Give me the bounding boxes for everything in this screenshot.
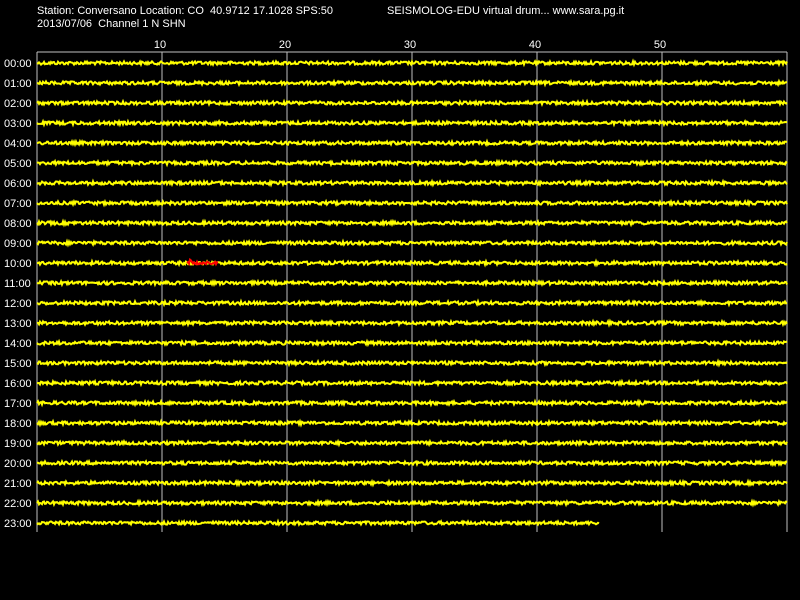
hour-row-label: 13:00 bbox=[4, 318, 32, 330]
seismic-trace bbox=[36, 318, 788, 328]
seismic-trace bbox=[36, 258, 788, 268]
seismic-trace bbox=[36, 298, 788, 308]
hour-row-label: 22:00 bbox=[4, 498, 32, 510]
app-title: SEISMOLOG-EDU virtual drum... www.sara.p… bbox=[387, 5, 625, 17]
seismic-trace bbox=[36, 198, 788, 208]
hour-row-label: 03:00 bbox=[4, 118, 32, 130]
seismic-trace bbox=[36, 458, 788, 468]
hour-row-label: 02:00 bbox=[4, 98, 32, 110]
minute-tick-label: 40 bbox=[529, 39, 541, 51]
hour-row-label: 04:00 bbox=[4, 138, 32, 150]
hour-row-label: 19:00 bbox=[4, 438, 32, 450]
seismic-trace bbox=[36, 378, 788, 388]
seismic-trace bbox=[36, 478, 788, 488]
seismic-trace bbox=[36, 398, 788, 408]
seismic-trace bbox=[36, 358, 788, 368]
minute-tick-label: 30 bbox=[404, 39, 416, 51]
seismic-trace bbox=[36, 138, 788, 148]
seismic-trace bbox=[36, 118, 788, 128]
hour-row-label: 05:00 bbox=[4, 158, 32, 170]
hour-row-label: 20:00 bbox=[4, 458, 32, 470]
hour-row-label: 16:00 bbox=[4, 378, 32, 390]
hour-row-label: 11:00 bbox=[4, 278, 31, 290]
hour-row-label: 01:00 bbox=[4, 78, 32, 90]
hour-row-label: 09:00 bbox=[4, 238, 32, 250]
seismic-trace bbox=[36, 78, 788, 88]
seismic-trace bbox=[36, 178, 788, 188]
hour-row-label: 10:00 bbox=[4, 258, 32, 270]
seismic-trace bbox=[36, 238, 788, 248]
hour-row-label: 18:00 bbox=[4, 418, 32, 430]
seismic-trace bbox=[36, 278, 788, 288]
seismic-trace bbox=[36, 518, 600, 528]
seismic-trace bbox=[36, 158, 788, 168]
hour-row-label: 08:00 bbox=[4, 218, 32, 230]
hour-row-label: 23:00 bbox=[4, 518, 32, 530]
seismic-trace bbox=[36, 218, 788, 228]
hour-row-label: 21:00 bbox=[4, 478, 32, 490]
minute-tick-label: 50 bbox=[654, 39, 666, 51]
date-channel-info: 2013/07/06 Channel 1 N SHN bbox=[37, 18, 186, 30]
seismic-trace bbox=[36, 58, 788, 68]
hour-row-label: 15:00 bbox=[4, 358, 32, 370]
hour-row-label: 12:00 bbox=[4, 298, 32, 310]
seismic-trace bbox=[36, 98, 788, 108]
hour-row-label: 00:00 bbox=[4, 58, 32, 70]
hour-row-label: 17:00 bbox=[4, 398, 32, 410]
hour-row-label: 14:00 bbox=[4, 338, 32, 350]
hour-row-label: 07:00 bbox=[4, 198, 32, 210]
seismic-trace bbox=[36, 338, 788, 348]
minute-tick-label: 10 bbox=[154, 39, 166, 51]
seismic-trace bbox=[36, 498, 788, 508]
minute-tick-label: 20 bbox=[279, 39, 291, 51]
station-info: Station: Conversano Location: CO 40.9712… bbox=[37, 5, 333, 17]
seismic-trace bbox=[36, 418, 788, 428]
seismic-trace bbox=[36, 438, 788, 448]
hour-row-label: 06:00 bbox=[4, 178, 32, 190]
seismic-event-trace bbox=[186, 257, 219, 267]
